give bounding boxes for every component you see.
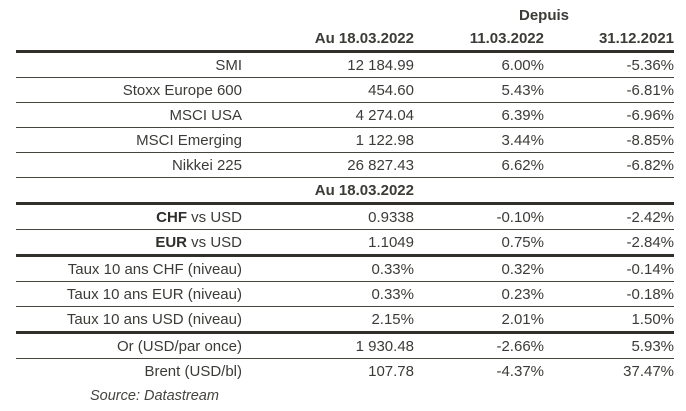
empty-cell bbox=[242, 5, 414, 26]
row-label: MSCI Emerging bbox=[16, 127, 242, 153]
empty-cell bbox=[16, 26, 242, 53]
row-label: Stoxx Europe 600 bbox=[16, 77, 242, 103]
value-au: 1 930.48 bbox=[242, 332, 414, 359]
market-data-table: Depuis Au 18.03.2022 11.03.2022 31.12.20… bbox=[16, 5, 675, 384]
col-header-au: Au 18.03.2022 bbox=[242, 26, 414, 53]
table-row-nikkei: Nikkei 225 26 827.43 6.62% -6.82% bbox=[16, 152, 675, 178]
row-label: Nikkei 225 bbox=[16, 152, 242, 178]
value-au: 1.1049 bbox=[242, 229, 414, 257]
value-since-b: -6.82% bbox=[544, 152, 675, 178]
table-row-msci-usa: MSCI USA 4 274.04 6.39% -6.96% bbox=[16, 102, 675, 128]
value-since-a: -2.66% bbox=[414, 332, 544, 359]
value-since-a: -0.10% bbox=[414, 203, 544, 230]
empty-cell bbox=[16, 177, 242, 205]
value-au: 0.9338 bbox=[242, 203, 414, 230]
value-since-b: -2.84% bbox=[544, 229, 675, 257]
value-since-b: -5.36% bbox=[544, 51, 675, 78]
value-since-a: 6.00% bbox=[414, 51, 544, 78]
value-since-b: -8.85% bbox=[544, 127, 675, 153]
table-row-brent: Brent (USD/bl) 107.78 -4.37% 37.47% bbox=[16, 359, 674, 384]
table-row-stoxx: Stoxx Europe 600 454.60 5.43% -6.81% bbox=[16, 77, 675, 103]
row-label: Taux 10 ans CHF (niveau) bbox=[16, 255, 242, 282]
value-au: 1 122.98 bbox=[242, 127, 414, 153]
value-au: 4 274.04 bbox=[242, 102, 414, 128]
table-row-msci-emerging: MSCI Emerging 1 122.98 3.44% -8.85% bbox=[16, 127, 675, 153]
column-header-row: Au 18.03.2022 11.03.2022 31.12.2021 bbox=[16, 26, 675, 53]
row-label: Taux 10 ans USD (niveau) bbox=[16, 306, 242, 334]
value-since-b: 37.47% bbox=[623, 362, 675, 380]
col-header-since-b: 31.12.2021 bbox=[544, 26, 675, 53]
value-since-a: 5.43% bbox=[414, 77, 544, 103]
value-since-a: 3.44% bbox=[414, 127, 544, 153]
table-row-rate-chf: Taux 10 ans CHF (niveau) 0.33% 0.32% -0.… bbox=[16, 255, 675, 282]
mid-header-au: Au 18.03.2022 bbox=[242, 177, 414, 205]
value-au: 26 827.43 bbox=[242, 152, 414, 178]
currency-code: EUR bbox=[155, 233, 187, 251]
value-since-a: 6.62% bbox=[414, 152, 544, 178]
value-au: 107.78 bbox=[368, 362, 414, 380]
row-label: Or (USD/par once) bbox=[16, 332, 242, 359]
value-since-a: 0.32% bbox=[414, 255, 544, 282]
value-since-b: -6.96% bbox=[544, 102, 675, 128]
row-label: CHF vs USD bbox=[16, 203, 242, 230]
mid-header-row: Au 18.03.2022 bbox=[16, 177, 675, 205]
empty-cell bbox=[544, 177, 675, 205]
table-row-gold: Or (USD/par once) 1 930.48 -2.66% 5.93% bbox=[16, 332, 675, 359]
col-header-since-a: 11.03.2022 bbox=[414, 26, 544, 53]
empty-cell bbox=[16, 5, 242, 26]
row-label: EUR vs USD bbox=[16, 229, 242, 257]
value-since-b: -0.18% bbox=[544, 281, 675, 307]
value-since-b: 5.93% bbox=[544, 332, 675, 359]
value-since-a: -4.37% bbox=[496, 362, 544, 380]
header-group-row: Depuis bbox=[16, 5, 674, 26]
value-since-b: -0.14% bbox=[544, 255, 675, 282]
value-since-b: 1.50% bbox=[544, 306, 675, 334]
row-label: MSCI USA bbox=[16, 102, 242, 128]
value-since-a: 2.01% bbox=[414, 306, 544, 334]
row-label: SMI bbox=[16, 51, 242, 78]
value-au: 0.33% bbox=[242, 255, 414, 282]
currency-code: CHF bbox=[156, 208, 187, 226]
row-label: Brent (USD/bl) bbox=[144, 362, 242, 380]
depuis-group-label: Depuis bbox=[519, 7, 570, 24]
value-since-b: -2.42% bbox=[544, 203, 675, 230]
source-note: Source: Datastream bbox=[90, 388, 219, 404]
value-au: 0.33% bbox=[242, 281, 414, 307]
table-row-rate-eur: Taux 10 ans EUR (niveau) 0.33% 0.23% -0.… bbox=[16, 281, 675, 307]
value-au: 2.15% bbox=[242, 306, 414, 334]
currency-pair-rest: vs USD bbox=[186, 208, 242, 226]
value-since-a: 6.39% bbox=[414, 102, 544, 128]
value-au: 12 184.99 bbox=[242, 51, 414, 78]
row-label: Taux 10 ans EUR (niveau) bbox=[16, 281, 242, 307]
currency-pair-rest: vs USD bbox=[186, 233, 242, 251]
table-row-rate-usd: Taux 10 ans USD (niveau) 2.15% 2.01% 1.5… bbox=[16, 306, 675, 334]
table-row-eur-usd: EUR vs USD 1.1049 0.75% -2.84% bbox=[16, 229, 675, 257]
value-au: 454.60 bbox=[242, 77, 414, 103]
value-since-b: -6.81% bbox=[544, 77, 675, 103]
table-row-smi: SMI 12 184.99 6.00% -5.36% bbox=[16, 51, 675, 78]
empty-cell bbox=[414, 177, 544, 205]
table-row-chf-usd: CHF vs USD 0.9338 -0.10% -2.42% bbox=[16, 203, 675, 230]
value-since-a: 0.75% bbox=[414, 229, 544, 257]
value-since-a: 0.23% bbox=[414, 281, 544, 307]
